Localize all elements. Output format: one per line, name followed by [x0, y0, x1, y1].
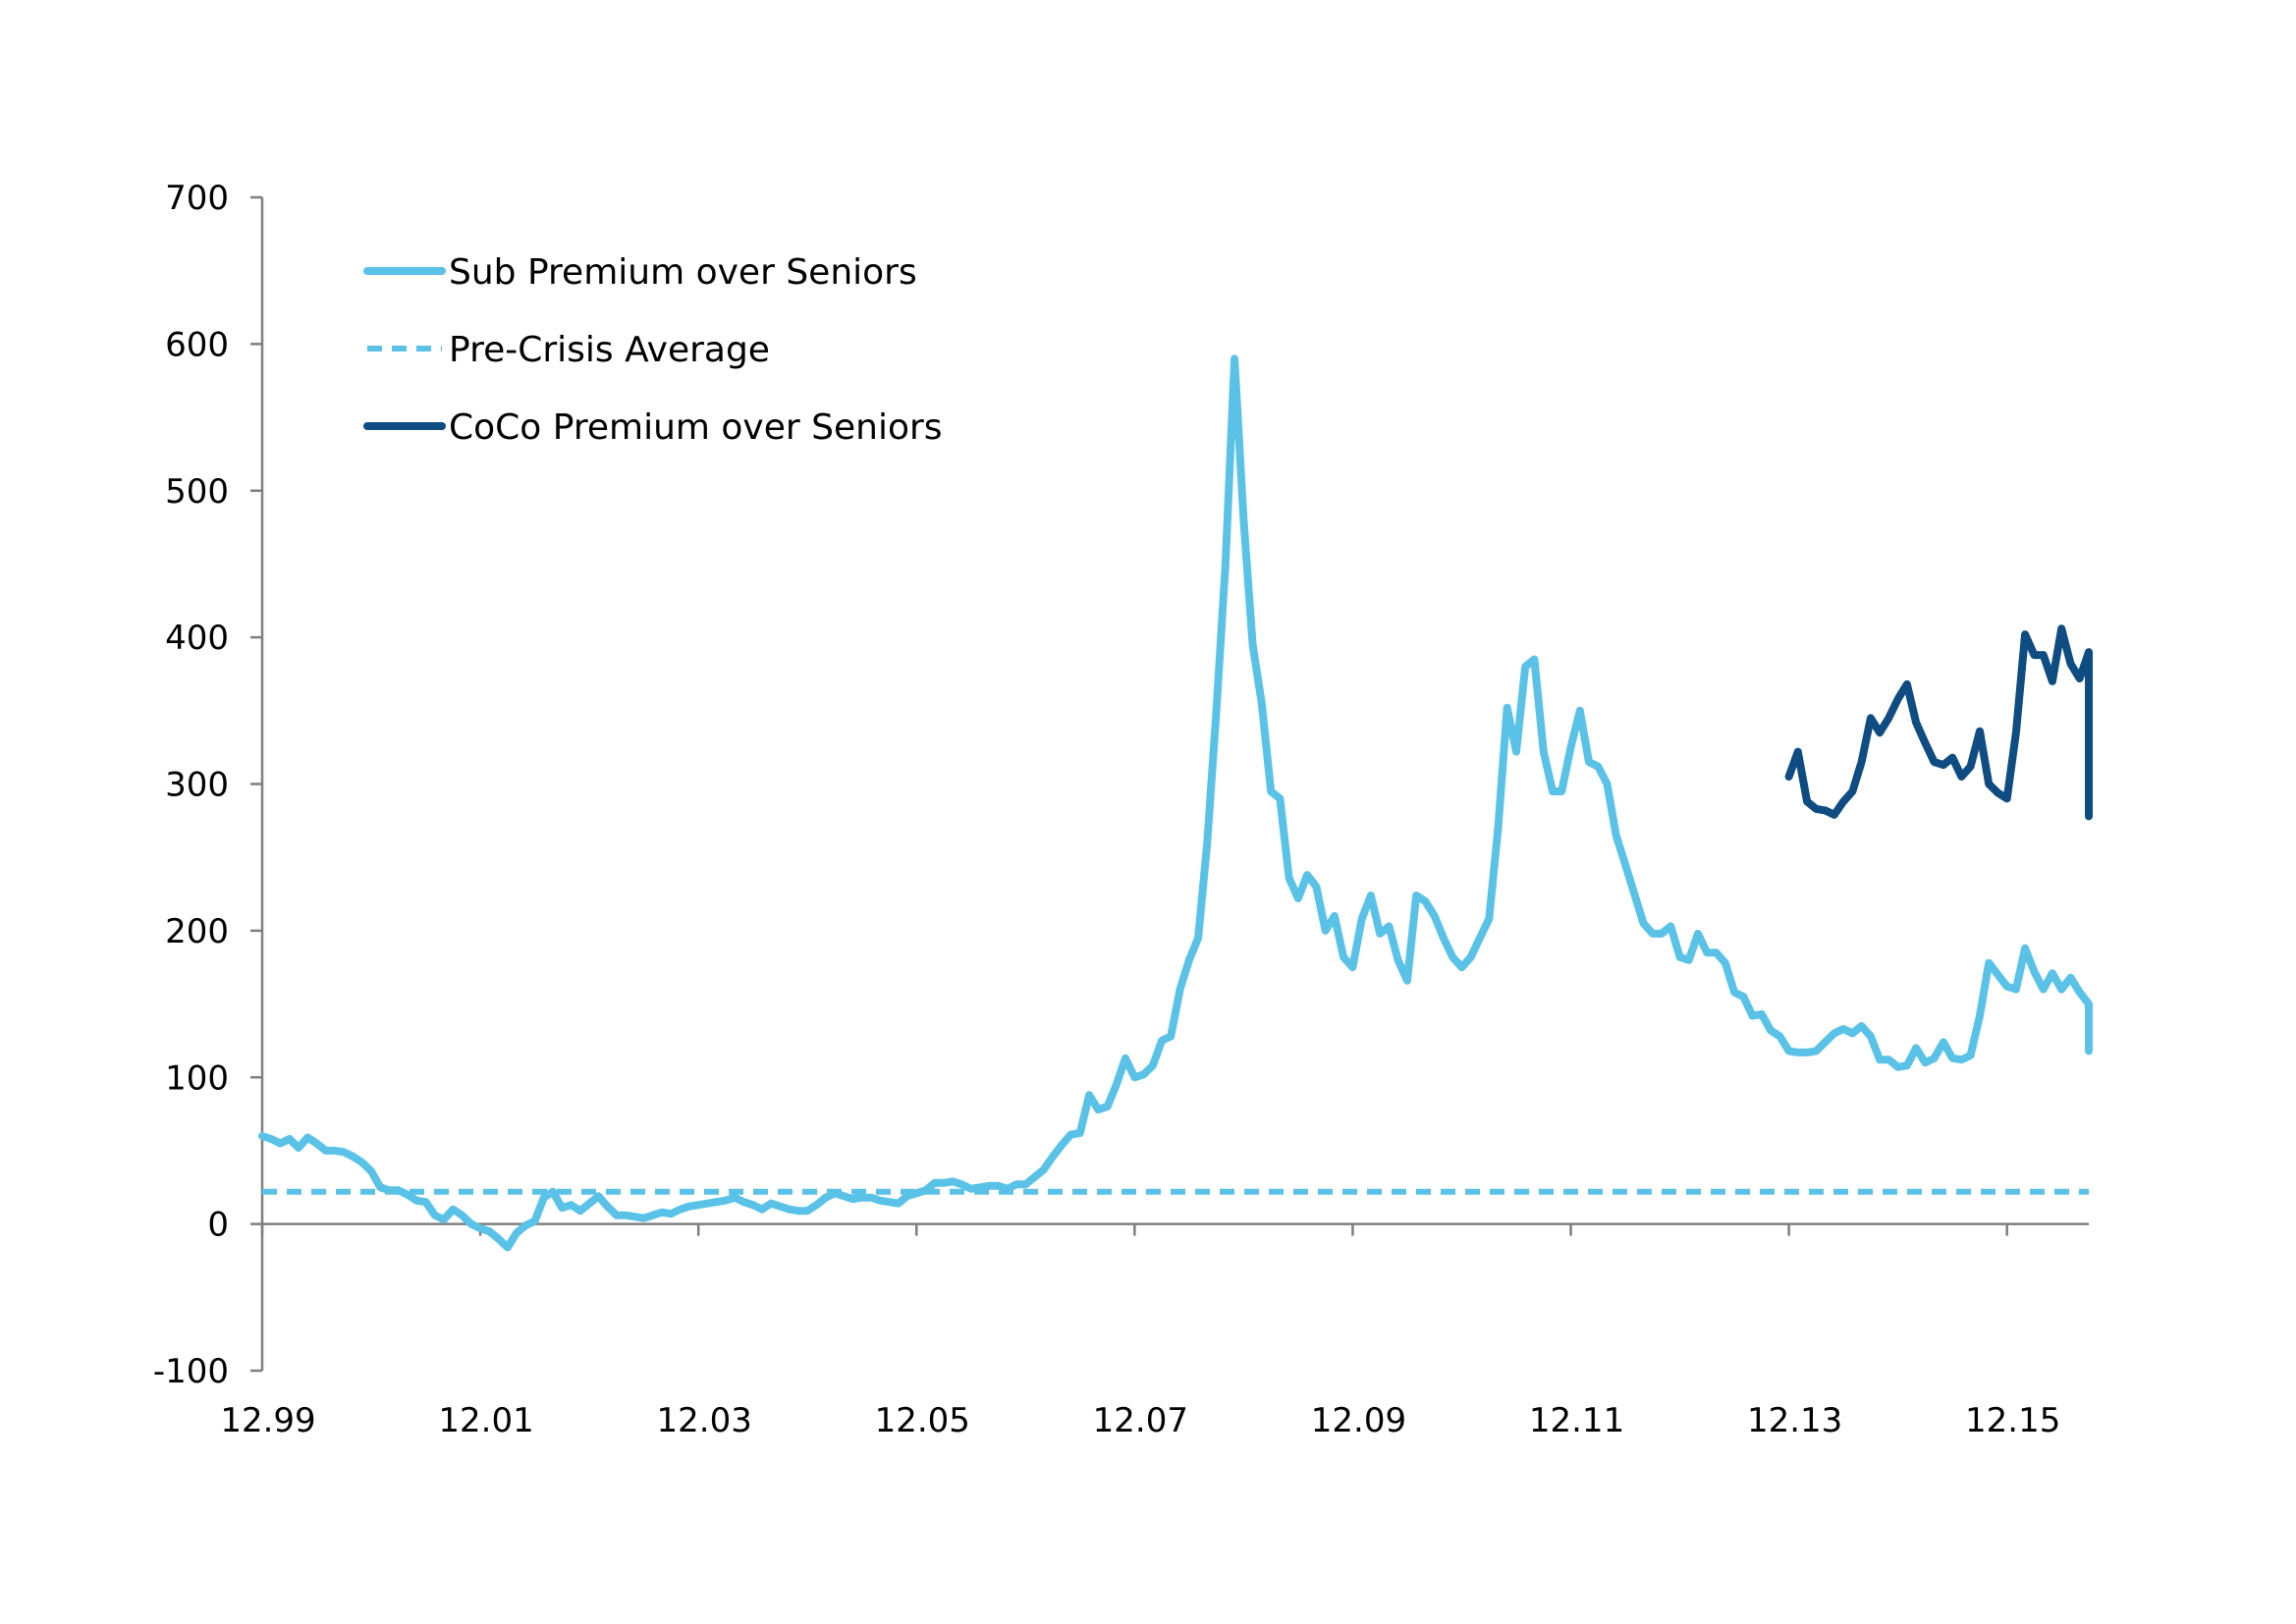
y-tick-label: 100: [165, 1058, 229, 1098]
y-tick-label: 200: [165, 912, 229, 951]
y-tick-label: 700: [165, 179, 229, 218]
series-sub-premium-line: [258, 354, 2093, 1252]
series-layer: [258, 354, 2093, 1252]
x-tick-label: 12.07: [1093, 1401, 1188, 1440]
x-tick-label: 12.99: [220, 1401, 315, 1440]
legend-entry-coco-premium: CoCo Premium over Seniors: [363, 407, 943, 448]
y-tick-label: 500: [165, 472, 229, 512]
y-tick-label: 300: [165, 766, 229, 805]
legend-entry-sub-premium: Sub Premium over Seniors: [363, 252, 917, 293]
y-tick-label: 400: [165, 619, 229, 658]
x-tick-label: 12.05: [875, 1401, 970, 1440]
x-tick-label: 12.09: [1311, 1401, 1406, 1440]
x-axis-ticks: 12.99 12.01 12.03 12.05 12.07 12.09 12.11 12.13…: [220, 1223, 2060, 1440]
x-tick-label: 12.13: [1747, 1401, 1842, 1440]
y-tick-label: -100: [153, 1352, 229, 1391]
series-coco-premium-line: [1784, 624, 2093, 821]
legend-label-pre-crisis-average: Pre-Crisis Average: [449, 330, 770, 370]
x-tick-label: 12.01: [438, 1401, 533, 1440]
y-tick-label: 0: [207, 1206, 229, 1245]
legend-label-coco-premium: CoCo Premium over Seniors: [449, 407, 943, 448]
x-tick-label: 12.11: [1529, 1401, 1624, 1440]
chart-legend: Sub Premium over Seniors Pre-Crisis Aver…: [363, 252, 943, 448]
y-tick-label: 600: [165, 325, 229, 364]
legend-entry-pre-crisis-average: Pre-Crisis Average: [367, 330, 770, 370]
y-axis-ticks: 700 600 500 400 300 200 100 0 -100: [153, 179, 262, 1391]
x-tick-label: 12.03: [657, 1401, 752, 1440]
legend-label-sub-premium: Sub Premium over Seniors: [449, 252, 917, 293]
x-tick-label: 12.15: [1965, 1401, 2060, 1440]
